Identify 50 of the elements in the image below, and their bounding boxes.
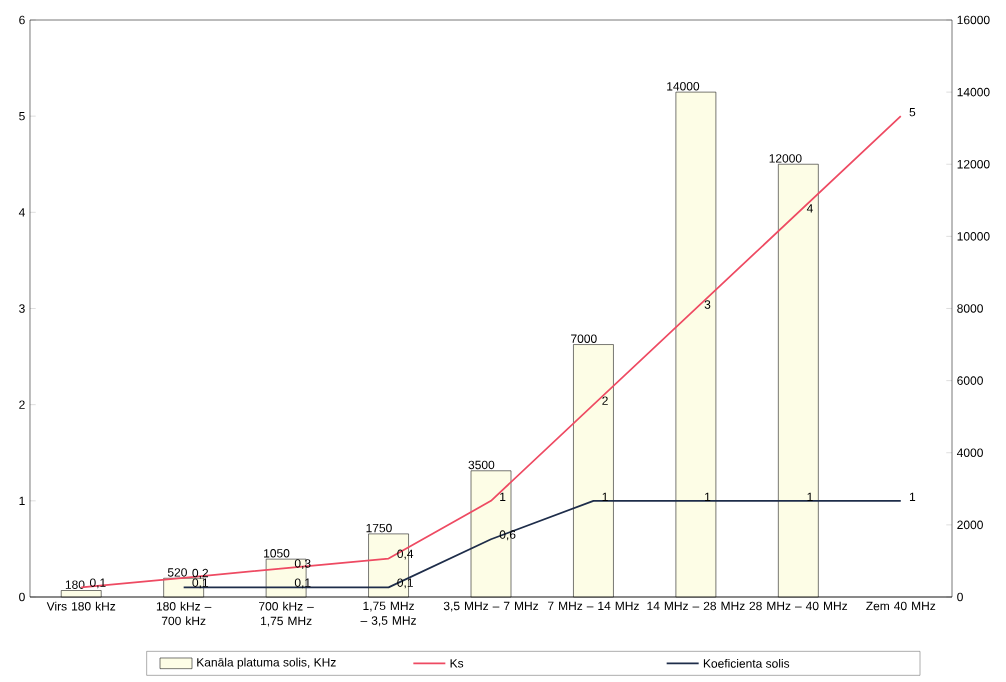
data-label: 7000	[571, 334, 597, 343]
data-label: 1750	[366, 523, 392, 533]
data-label: 0,1	[192, 578, 209, 589]
y-tick-label: 6	[19, 15, 25, 25]
data-label: 0,1	[397, 578, 413, 589]
data-label: 180	[65, 580, 85, 589]
y2-tick-label: 12000	[957, 159, 990, 169]
x-tick-label: 1,75 MHz – 3,5 MHz	[360, 601, 416, 627]
y-tick-label: 0	[19, 592, 25, 602]
y-tick-label: 3	[19, 304, 25, 313]
x-tick-label: 700 kHz – 1,75 MHz	[259, 601, 314, 627]
data-label: 5	[909, 107, 916, 117]
y2-tick-label: 16000	[957, 15, 990, 25]
y2-tick-label: 6000	[957, 376, 983, 385]
legend-label: Koeficienta solis	[703, 658, 790, 668]
x-tick-label: 180 kHz – 700 kHz	[156, 601, 212, 626]
y-tick-label: 5	[19, 111, 25, 121]
data-label: 3	[704, 300, 711, 309]
data-label: 1	[807, 492, 813, 501]
y-tick-label: 1	[19, 496, 25, 505]
y-tick-label: 4	[18, 208, 25, 217]
y2-tick-label: 0	[957, 592, 963, 602]
data-label: 1	[909, 492, 916, 501]
data-label: 1	[705, 492, 711, 501]
data-label: 0,1	[294, 578, 311, 589]
data-label: 4	[806, 204, 813, 213]
x-tick-label: 7 MHz – 14 MHz	[548, 601, 639, 610]
y2-tick-label: 4000	[956, 448, 983, 457]
data-label: 0,6	[499, 530, 516, 541]
data-label: 1	[602, 492, 608, 501]
data-label: 2	[602, 396, 608, 405]
data-label: 520	[167, 568, 187, 577]
x-tick-label: Virs 180 kHz	[46, 601, 116, 611]
y2-tick-label: 14000	[957, 87, 990, 97]
y-tick-label: 2	[19, 400, 25, 409]
y2-tick-label: 8000	[957, 304, 983, 313]
data-label: 0,4	[397, 549, 414, 560]
data-label: 14000	[667, 82, 700, 91]
data-label: 1	[500, 492, 506, 501]
y2-tick-label: 2000	[957, 520, 983, 530]
data-label: 12000	[769, 154, 802, 163]
legend-label: Ks	[450, 659, 464, 668]
data-label: 1050	[264, 549, 290, 558]
x-tick-label: 28 MHz – 40 MHz	[749, 601, 848, 611]
x-tick-label: Zem 40 MHz	[866, 601, 936, 611]
y2-tick-label: 10000	[957, 232, 990, 241]
data-label: 3500	[468, 460, 495, 470]
x-tick-label: 14 MHz – 28 MHz	[647, 601, 745, 611]
x-tick-label: 3,5 MHz – 7 MHz	[443, 601, 539, 612]
legend-label: Kanāla platuma solis, KHz	[197, 657, 336, 669]
